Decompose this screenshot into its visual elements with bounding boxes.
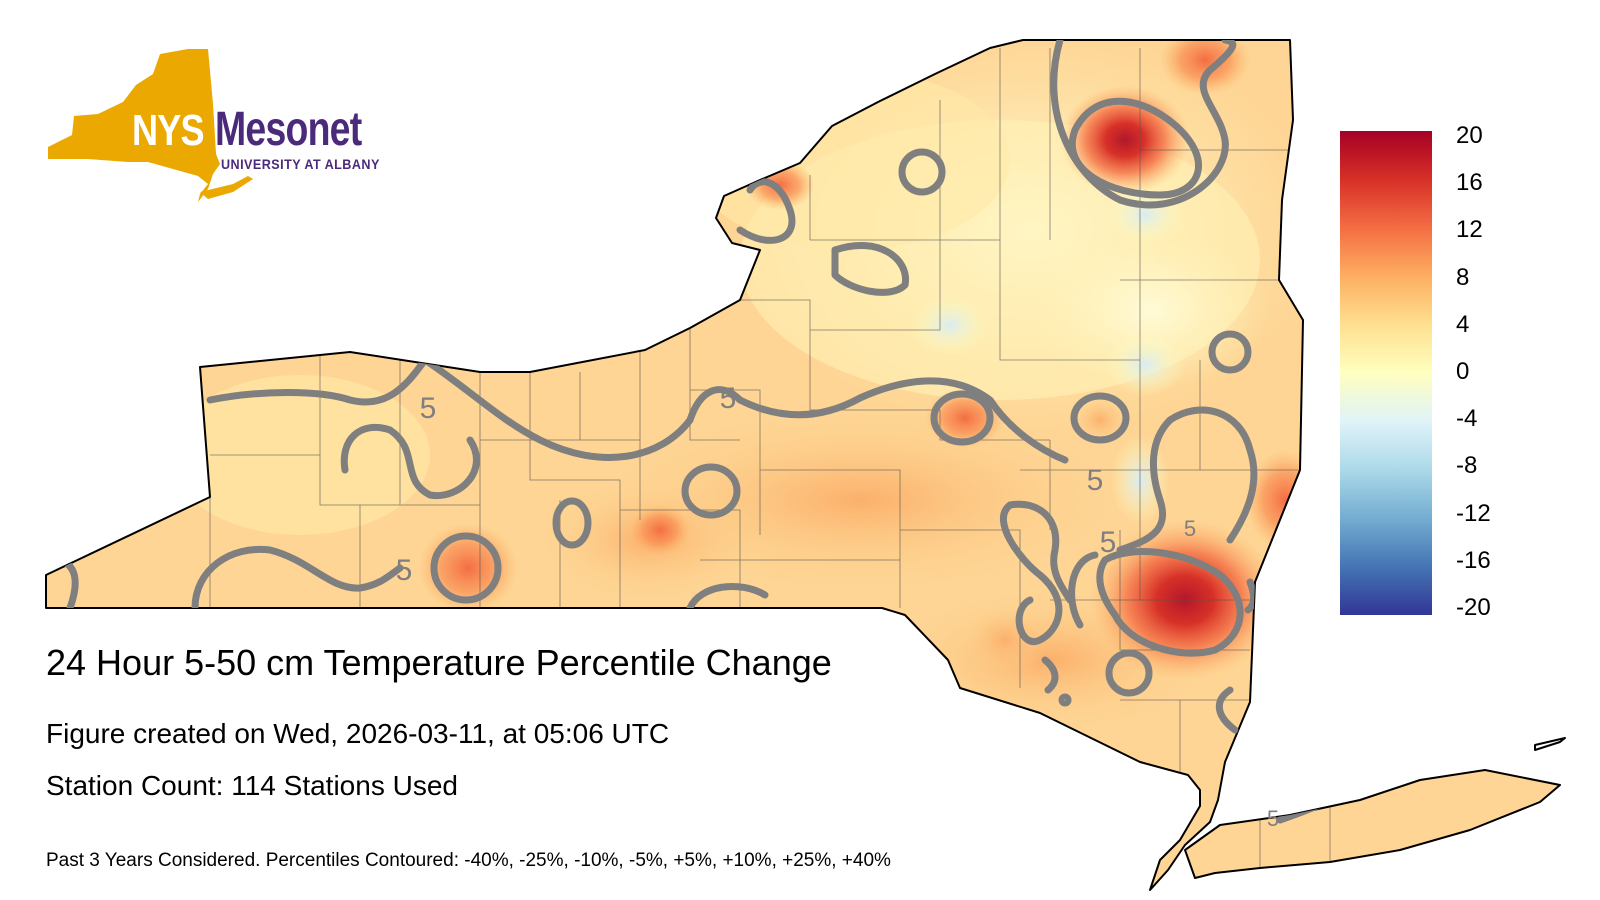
contour-lines	[56, 40, 1349, 824]
color-scale-tick-label: -20	[1456, 594, 1491, 621]
color-scale-tick-label: 4	[1456, 310, 1470, 338]
nys-mesonet-logo: NYS Mesonet UNIVERSITY AT ALBANY	[48, 44, 398, 209]
logo-nys-text: NYS	[132, 106, 205, 155]
logo-university-text: UNIVERSITY AT ALBANY	[221, 156, 380, 172]
county-boundaries	[209, 48, 1331, 870]
contour-label: 5	[1087, 464, 1104, 497]
color-scale-tick-label: 20	[1456, 122, 1483, 149]
color-scale-bar	[1340, 131, 1432, 615]
created-timestamp: Figure created on Wed, 2026-03-11, at 05…	[46, 718, 670, 749]
contour-label: 5	[1184, 516, 1196, 541]
color-scale-tick-label: -4	[1456, 405, 1478, 433]
color-scale-tick-label: 12	[1456, 216, 1483, 244]
color-scale-tick-label: 0	[1456, 358, 1470, 385]
station-count: Station Count: 114 Stations Used	[46, 770, 458, 801]
logo-mesonet-text: Mesonet	[215, 103, 362, 156]
contour-label: 5	[420, 392, 437, 425]
color-scale-tick-label: -16	[1456, 546, 1491, 574]
color-scale-tick-label: 8	[1456, 263, 1470, 291]
color-scale-tick-label: -8	[1456, 452, 1478, 480]
contour-label: 5	[720, 382, 737, 415]
map-title: 24 Hour 5-50 cm Temperature Percentile C…	[46, 642, 832, 683]
contour-labels: 5 5 5 5 5 5 5	[396, 382, 1279, 831]
contour-label: 5	[396, 554, 413, 587]
contour-label: 5	[1100, 526, 1117, 559]
ny-state-logo-shape	[48, 49, 253, 202]
contour-label: 5	[1267, 806, 1279, 831]
color-scale-tick-label: -12	[1456, 499, 1491, 527]
contour-note: Past 3 Years Considered. Percentiles Con…	[46, 850, 891, 871]
color-scale-tick-label: 16	[1456, 169, 1483, 197]
